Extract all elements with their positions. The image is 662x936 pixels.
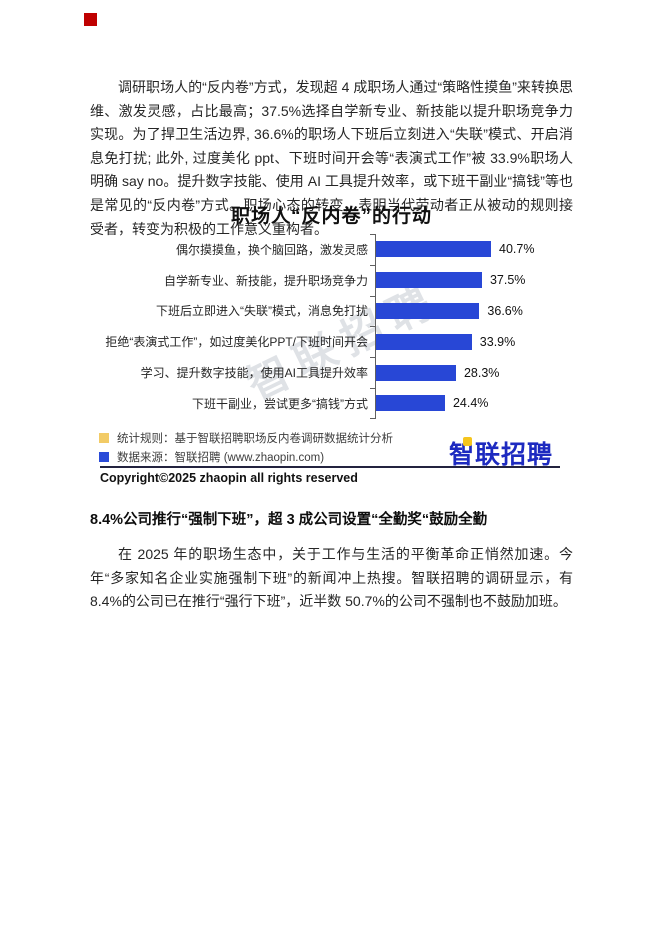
zhaopin-logo: 智联招聘 xyxy=(449,435,553,471)
chart-axis-line xyxy=(375,234,376,419)
chart-row: 偶尔摸摸鱼，换个脑回路，激发灵感 40.7% xyxy=(90,234,573,265)
axis-tick xyxy=(370,388,375,389)
bar xyxy=(376,241,492,258)
bar-value-label: 28.3% xyxy=(463,365,500,380)
legend-swatch-yellow xyxy=(99,433,109,443)
chart-row: 下班干副业，尝试更多“搞钱”方式 24.4% xyxy=(90,388,573,419)
bar xyxy=(376,395,445,412)
axis-tick xyxy=(370,357,375,359)
bar xyxy=(376,333,472,350)
axis-tick xyxy=(370,417,375,419)
axis-tick xyxy=(370,326,375,328)
chart-plot-area: 偶尔摸摸鱼，换个脑回路，激发灵感 40.7% 自学新专业、新技能，提升职场竞争力 37… xyxy=(90,234,573,419)
bar-zone: 28.3% xyxy=(376,364,500,381)
bar xyxy=(376,364,456,381)
bar-zone: 36.6% xyxy=(376,302,523,319)
bar-category-label: 偶尔摸摸鱼，换个脑回路，激发灵感 xyxy=(175,242,368,257)
bar-category-label: 自学新专业、新技能，提升职场竞争力 xyxy=(163,273,368,288)
bar-zone: 33.9% xyxy=(376,333,516,350)
bar-zone: 24.4% xyxy=(376,395,489,412)
intro-paragraph: 调研职场人的“反内卷”方式，发现超 4 成职场人通过“策略性摸鱼”来转换思维、激… xyxy=(90,79,573,237)
divider-line xyxy=(100,466,560,468)
bar xyxy=(376,272,482,289)
chart-title: 职场人“反内卷”的行动 xyxy=(230,206,432,227)
chart-row: 下班后立即进入“失联”模式，消息免打扰 36.6% xyxy=(90,296,573,327)
axis-tick xyxy=(370,295,375,297)
bar-category-label: 下班干副业，尝试更多“搞钱”方式 xyxy=(192,396,368,411)
legend-text-stat-rule: 统计规则：基于智联招聘职场反内卷调研数据统计分析 xyxy=(117,433,393,445)
chart-row: 自学新专业、新技能，提升职场竞争力 37.5% xyxy=(90,265,573,296)
legend-text-data-source: 数据来源：智联招聘 (www.zhaopin.com) xyxy=(117,452,325,464)
bar xyxy=(376,302,480,319)
section-heading: 8.4%公司推行“强制下班”，超 3 成公司设置“全勤奖“鼓励全勤 xyxy=(90,512,488,528)
bar-value-label: 36.6% xyxy=(487,303,523,318)
copyright-text: Copyright©2025 zhaopin all rights reserv… xyxy=(100,471,358,485)
corner-red-mark xyxy=(84,13,97,26)
bar-value-label: 33.9% xyxy=(479,334,516,349)
axis-tick xyxy=(370,264,375,266)
bar-value-label: 40.7% xyxy=(499,242,535,257)
chart-row: 拒绝“表演式工作”，如过度美化PPT/下班时间开会 33.9% xyxy=(90,326,573,357)
axis-tick xyxy=(370,234,375,235)
legend-row-stat-rule: 统计规则：基于智联招聘职场反内卷调研数据统计分析 xyxy=(99,429,393,447)
legend-row-data-source: 数据来源：智联招聘 (www.zhaopin.com) xyxy=(99,448,393,466)
chart-legend: 统计规则：基于智联招聘职场反内卷调研数据统计分析 数据来源：智联招聘 (www.… xyxy=(99,429,393,467)
section-paragraph: 在 2025 年的职场生态中，关于工作与生活的平衡革命正悄然加速。今年“多家知名… xyxy=(90,546,573,610)
bar-category-label: 学习、提升数字技能，使用AI工具提升效率 xyxy=(140,366,368,381)
legend-swatch-blue xyxy=(99,452,109,462)
bar-value-label: 24.4% xyxy=(452,396,489,411)
bar-category-label: 拒绝“表演式工作”，如过度美化PPT/下班时间开会 xyxy=(105,335,368,350)
chart-row: 学习、提升数字技能，使用AI工具提升效率 28.3% xyxy=(90,357,573,388)
bar-zone: 37.5% xyxy=(376,272,526,289)
bar-zone: 40.7% xyxy=(376,241,535,258)
anti-involution-bar-chart: 智联招聘 职场人“反内卷”的行动 偶尔摸摸鱼，换个脑回路，激发灵感 40.7% 自学… xyxy=(90,201,573,419)
bar-value-label: 37.5% xyxy=(489,273,526,288)
bar-category-label: 下班后立即进入“失联”模式，消息免打扰 xyxy=(156,304,368,319)
logo-yellow-accent-icon xyxy=(463,437,472,446)
